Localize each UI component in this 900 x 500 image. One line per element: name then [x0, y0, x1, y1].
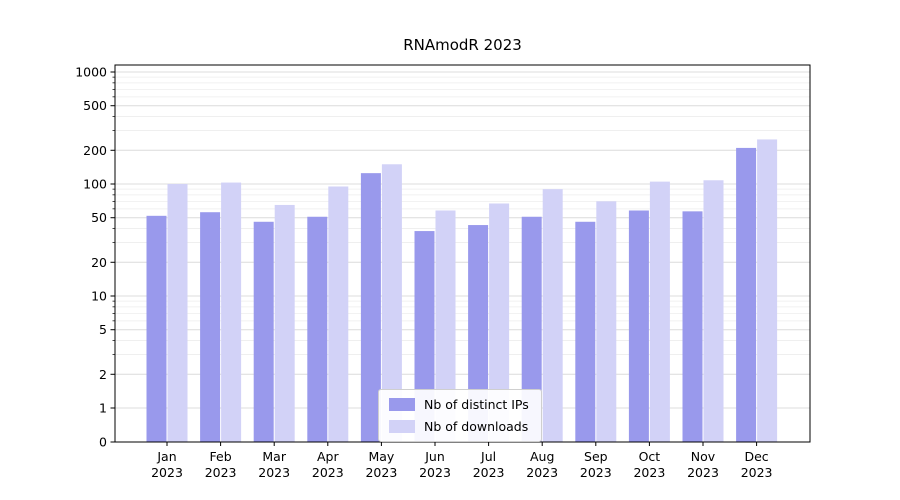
x-tick-label-year-sep: 2023 — [580, 465, 612, 480]
x-tick-label-year-apr: 2023 — [312, 465, 344, 480]
bar-downloads-apr — [328, 186, 349, 442]
x-tick-label-month-dec: Dec — [744, 449, 768, 464]
x-tick-label-month-feb: Feb — [210, 449, 232, 464]
x-tick-label-year-dec: 2023 — [741, 465, 773, 480]
x-tick-label-month-aug: Aug — [530, 449, 554, 464]
legend-swatch-downloads — [389, 420, 415, 433]
bar-distinct-ips-jan — [146, 215, 167, 442]
x-tick-label-month-apr: Apr — [317, 449, 339, 464]
x-tick-label-year-nov: 2023 — [687, 465, 719, 480]
legend-swatch-distinct-ips — [389, 398, 415, 411]
x-tick-label-month-nov: Nov — [691, 449, 716, 464]
bar-distinct-ips-nov — [682, 211, 703, 442]
bar-downloads-dec — [757, 139, 778, 442]
legend-label-distinct-ips: Nb of distinct IPs — [424, 397, 529, 412]
x-tick-label-year-jul: 2023 — [473, 465, 505, 480]
x-tick-label-year-aug: 2023 — [526, 465, 558, 480]
x-tick-label-year-feb: 2023 — [205, 465, 237, 480]
y-tick-label-5: 5 — [99, 322, 107, 337]
y-tick-label-1: 1 — [99, 401, 107, 416]
bar-downloads-may — [381, 164, 402, 443]
chart-title: RNAmodR 2023 — [403, 36, 522, 54]
x-tick-label-month-jul: Jul — [480, 449, 496, 464]
bar-distinct-ips-oct — [628, 210, 649, 442]
bar-downloads-nov — [703, 180, 724, 443]
x-tick-label-year-jun: 2023 — [419, 465, 451, 480]
bar-distinct-ips-apr — [307, 216, 328, 442]
bar-downloads-aug — [542, 189, 563, 442]
x-tick-label-month-jun: Jun — [424, 449, 445, 464]
legend-item-downloads: Nb of downloads — [389, 419, 529, 434]
x-tick-label-month-may: May — [368, 449, 394, 464]
bar-distinct-ips-sep — [575, 221, 596, 442]
x-tick-label-year-mar: 2023 — [258, 465, 290, 480]
y-tick-label-0: 0 — [99, 435, 107, 450]
bar-distinct-ips-aug — [521, 216, 542, 442]
bar-downloads-oct — [649, 181, 670, 442]
y-tick-label-2: 2 — [99, 367, 107, 382]
bar-distinct-ips-dec — [736, 147, 757, 442]
x-tick-label-year-jan: 2023 — [151, 465, 183, 480]
legend-label-downloads: Nb of downloads — [424, 419, 529, 434]
x-tick-label-month-sep: Sep — [584, 449, 608, 464]
bar-distinct-ips-may — [360, 173, 381, 443]
bar-downloads-feb — [221, 182, 242, 442]
bar-downloads-jul — [489, 203, 510, 442]
x-tick-label-month-oct: Oct — [639, 449, 661, 464]
bar-downloads-jan — [167, 184, 188, 442]
bar-downloads-mar — [274, 204, 295, 442]
bar-distinct-ips-jul — [468, 225, 489, 442]
y-tick-label-1000: 1000 — [75, 65, 107, 80]
legend: Nb of distinct IPs Nb of downloads — [378, 389, 542, 442]
y-tick-label-50: 50 — [91, 210, 107, 225]
y-tick-label-10: 10 — [91, 289, 107, 304]
x-tick-label-year-oct: 2023 — [633, 465, 665, 480]
y-tick-label-20: 20 — [91, 255, 107, 270]
x-tick-label-month-jan: Jan — [156, 449, 176, 464]
bar-downloads-sep — [596, 201, 617, 442]
legend-item-distinct-ips: Nb of distinct IPs — [389, 397, 529, 412]
bar-distinct-ips-mar — [253, 221, 274, 442]
y-tick-label-500: 500 — [83, 98, 107, 113]
bar-downloads-jun — [435, 210, 456, 442]
plot-border — [114, 64, 811, 443]
y-tick-label-200: 200 — [83, 143, 107, 158]
y-tick-label-100: 100 — [83, 177, 107, 192]
x-tick-label-month-mar: Mar — [262, 449, 286, 464]
x-tick-label-year-may: 2023 — [365, 465, 397, 480]
bar-distinct-ips-feb — [200, 212, 221, 442]
